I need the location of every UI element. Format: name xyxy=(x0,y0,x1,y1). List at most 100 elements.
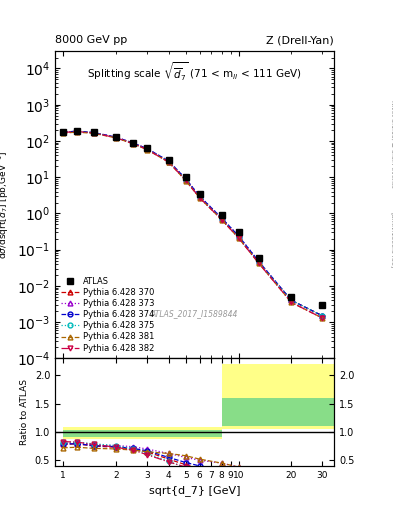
Pythia 6.428 375 xyxy=(320,313,325,319)
ATLAS xyxy=(75,128,79,134)
Pythia 6.428 370 xyxy=(92,130,96,136)
Pythia 6.428 375 xyxy=(145,146,149,152)
Pythia 6.428 370 xyxy=(166,159,171,165)
Pythia 6.428 373 xyxy=(184,176,188,182)
Pythia 6.428 381 xyxy=(92,130,96,136)
Pythia 6.428 370 xyxy=(130,140,135,146)
Pythia 6.428 375 xyxy=(92,130,96,136)
Pythia 6.428 370 xyxy=(289,297,294,304)
Text: [arXiv:1306.3436]: [arXiv:1306.3436] xyxy=(390,212,393,269)
Pythia 6.428 381 xyxy=(75,129,79,135)
ATLAS xyxy=(130,140,135,146)
Line: ATLAS: ATLAS xyxy=(60,127,325,308)
Pythia 6.428 374 xyxy=(166,158,171,164)
Pythia 6.428 375 xyxy=(256,259,261,265)
Pythia 6.428 382 xyxy=(166,159,171,165)
Pythia 6.428 370 xyxy=(61,129,65,135)
ATLAS xyxy=(256,254,261,261)
Pythia 6.428 374 xyxy=(114,134,118,140)
Pythia 6.428 374 xyxy=(75,128,79,134)
Pythia 6.428 370 xyxy=(145,146,149,152)
Pythia 6.428 375 xyxy=(197,194,202,200)
Pythia 6.428 373 xyxy=(197,193,202,199)
ATLAS xyxy=(92,129,96,135)
Pythia 6.428 382 xyxy=(236,235,241,241)
Pythia 6.428 382 xyxy=(114,135,118,141)
Y-axis label: d$\sigma$/dsqrt[$\overline{d}_7$] [pb,GeV$^{-1}$]: d$\sigma$/dsqrt[$\overline{d}_7$] [pb,Ge… xyxy=(0,151,11,259)
Pythia 6.428 375 xyxy=(61,129,65,135)
Pythia 6.428 381 xyxy=(197,195,202,201)
Pythia 6.428 374 xyxy=(197,193,202,199)
Pythia 6.428 381 xyxy=(289,300,294,306)
Pythia 6.428 370 xyxy=(236,234,241,240)
Pythia 6.428 373 xyxy=(320,313,325,319)
Pythia 6.428 373 xyxy=(256,258,261,264)
Pythia 6.428 370 xyxy=(219,216,224,222)
ATLAS xyxy=(61,129,65,135)
ATLAS xyxy=(166,157,171,163)
Pythia 6.428 370 xyxy=(114,134,118,140)
Line: Pythia 6.428 374: Pythia 6.428 374 xyxy=(61,129,325,318)
ATLAS xyxy=(236,229,241,236)
Pythia 6.428 374 xyxy=(61,129,65,135)
Pythia 6.428 370 xyxy=(184,177,188,183)
Pythia 6.428 373 xyxy=(130,140,135,146)
Pythia 6.428 373 xyxy=(61,129,65,135)
Pythia 6.428 381 xyxy=(184,178,188,184)
Pythia 6.428 374 xyxy=(145,145,149,152)
Pythia 6.428 374 xyxy=(236,233,241,239)
Pythia 6.428 375 xyxy=(166,159,171,165)
Text: ATLAS_2017_I1589844: ATLAS_2017_I1589844 xyxy=(151,309,238,318)
Pythia 6.428 375 xyxy=(236,234,241,240)
Line: Pythia 6.428 382: Pythia 6.428 382 xyxy=(61,129,325,321)
Pythia 6.428 382 xyxy=(256,260,261,266)
Pythia 6.428 373 xyxy=(92,130,96,136)
Line: Pythia 6.428 381: Pythia 6.428 381 xyxy=(61,130,325,321)
Pythia 6.428 373 xyxy=(236,233,241,239)
Pythia 6.428 382 xyxy=(61,130,65,136)
Pythia 6.428 381 xyxy=(256,260,261,266)
ATLAS xyxy=(289,294,294,300)
Line: Pythia 6.428 370: Pythia 6.428 370 xyxy=(61,129,325,318)
Y-axis label: Ratio to ATLAS: Ratio to ATLAS xyxy=(20,379,29,445)
Pythia 6.428 382 xyxy=(184,177,188,183)
Pythia 6.428 375 xyxy=(130,140,135,146)
Pythia 6.428 375 xyxy=(75,128,79,134)
Pythia 6.428 381 xyxy=(219,217,224,223)
Text: Splitting scale $\sqrt{\overline{d}_7}$ (71 < m$_{ll}$ < 111 GeV): Splitting scale $\sqrt{\overline{d}_7}$ … xyxy=(87,60,302,82)
Pythia 6.428 373 xyxy=(219,215,224,221)
X-axis label: sqrt{d_7} [GeV]: sqrt{d_7} [GeV] xyxy=(149,485,240,496)
Pythia 6.428 382 xyxy=(130,140,135,146)
Pythia 6.428 375 xyxy=(289,297,294,304)
Pythia 6.428 382 xyxy=(289,300,294,306)
Pythia 6.428 374 xyxy=(256,258,261,264)
Pythia 6.428 370 xyxy=(75,128,79,134)
Pythia 6.428 373 xyxy=(166,158,171,164)
Pythia 6.428 374 xyxy=(320,313,325,319)
Pythia 6.428 375 xyxy=(184,177,188,183)
Pythia 6.428 374 xyxy=(92,130,96,136)
Pythia 6.428 381 xyxy=(166,159,171,165)
Legend: ATLAS, Pythia 6.428 370, Pythia 6.428 373, Pythia 6.428 374, Pythia 6.428 375, P: ATLAS, Pythia 6.428 370, Pythia 6.428 37… xyxy=(59,275,156,354)
Pythia 6.428 374 xyxy=(130,140,135,146)
Pythia 6.428 373 xyxy=(114,134,118,140)
ATLAS xyxy=(197,190,202,197)
Pythia 6.428 382 xyxy=(75,129,79,135)
Pythia 6.428 374 xyxy=(184,176,188,182)
Pythia 6.428 382 xyxy=(145,146,149,153)
Pythia 6.428 381 xyxy=(114,135,118,141)
Pythia 6.428 381 xyxy=(130,141,135,147)
ATLAS xyxy=(219,212,224,218)
ATLAS xyxy=(184,174,188,180)
Pythia 6.428 374 xyxy=(219,215,224,221)
Pythia 6.428 381 xyxy=(145,146,149,153)
Pythia 6.428 381 xyxy=(61,130,65,136)
Pythia 6.428 381 xyxy=(320,315,325,321)
Pythia 6.428 375 xyxy=(114,134,118,140)
Pythia 6.428 374 xyxy=(289,297,294,304)
Text: Rivet 3.1.10, ≥ 3.3M events: Rivet 3.1.10, ≥ 3.3M events xyxy=(390,99,393,187)
Pythia 6.428 370 xyxy=(256,259,261,265)
Pythia 6.428 373 xyxy=(145,145,149,152)
Pythia 6.428 373 xyxy=(289,297,294,304)
Pythia 6.428 382 xyxy=(197,195,202,201)
